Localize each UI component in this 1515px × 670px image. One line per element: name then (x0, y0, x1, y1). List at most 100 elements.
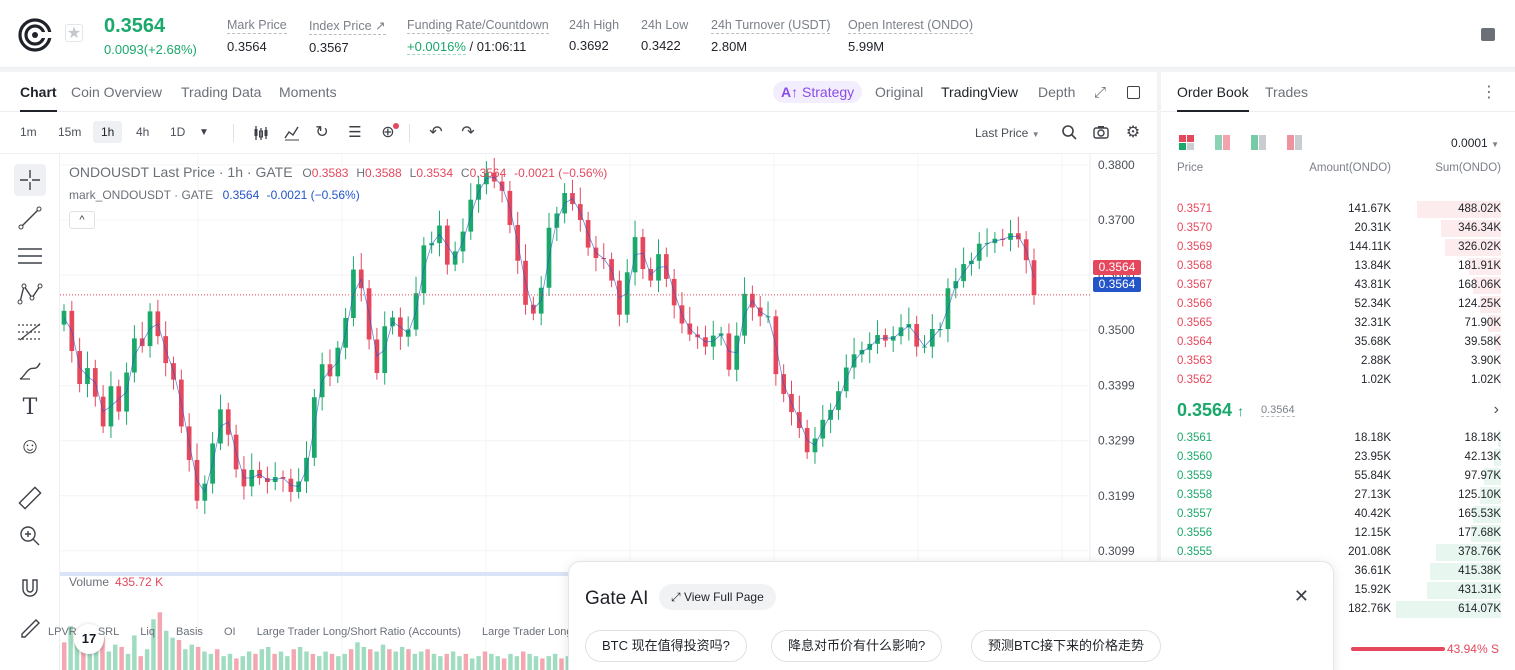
ask-depth-bar (1469, 258, 1501, 275)
ai-suggested-question[interactable]: BTC 现在值得投资吗? (585, 630, 747, 662)
bid-depth-bar (1430, 563, 1501, 580)
ask-row[interactable]: 0.3562 1.02K 1.02K (1161, 371, 1515, 390)
indicators-icon[interactable] (283, 124, 301, 142)
mark-price-tag: 0.3564 (1093, 277, 1141, 292)
favorite-star-icon[interactable]: ★ (65, 24, 83, 42)
turnover-24h-label[interactable]: 24h Turnover (USDT) (711, 18, 831, 34)
gate-logo-icon[interactable] (18, 18, 52, 52)
expand-icon[interactable]: ⤢ (1094, 84, 1107, 101)
strategy-button[interactable]: A↑ Strategy (773, 81, 863, 103)
refresh-icon[interactable]: ↻ (315, 124, 329, 141)
camera-icon[interactable] (1092, 124, 1110, 142)
price-type-select[interactable]: Last Price ▼ (975, 126, 1040, 140)
index-price-label[interactable]: Index Price ↗ (309, 18, 386, 35)
settings-gear-icon[interactable]: ⚙ (1125, 124, 1141, 141)
close-icon[interactable]: ✕ (1293, 586, 1309, 606)
tab-chart[interactable]: Chart (20, 84, 57, 112)
indicator-liq[interactable]: Liq (140, 626, 155, 638)
alert-add-icon[interactable]: ⊕ (379, 123, 399, 142)
tab-trading-data[interactable]: Trading Data (181, 84, 262, 100)
bid-row[interactable]: 0.3556 12.15K 177.68K (1161, 524, 1515, 543)
timeframe-4h[interactable]: 4h (136, 125, 150, 139)
volume-bar (361, 646, 367, 670)
timeframe-1m[interactable]: 1m (20, 125, 37, 139)
ask-row[interactable]: 0.3568 13.84K 181.91K (1161, 257, 1515, 276)
bid-row[interactable]: 0.3558 27.13K 125.10K (1161, 486, 1515, 505)
view-tradingview[interactable]: TradingView (941, 84, 1019, 100)
zoom-in-tool-icon[interactable] (14, 520, 46, 552)
ask-row[interactable]: 0.3570 20.31K 346.34K (1161, 219, 1515, 238)
magnet-tool-icon[interactable] (14, 572, 46, 604)
ask-row[interactable]: 0.3569 144.11K 326.02K (1161, 238, 1515, 257)
trend-line-tool-icon[interactable] (14, 202, 46, 234)
volume-bar (310, 653, 316, 670)
bid-row[interactable]: 0.3560 23.95K 42.13K (1161, 448, 1515, 467)
ask-row[interactable]: 0.3564 35.68K 39.58K (1161, 333, 1515, 352)
text-tool-icon[interactable]: T (22, 395, 38, 420)
brush-tool-icon[interactable] (14, 354, 46, 386)
mid-mark-price[interactable]: 0.3564 (1261, 404, 1295, 417)
more-options-icon[interactable]: ⋮ (1481, 84, 1497, 101)
tab-moments[interactable]: Moments (279, 84, 337, 100)
bid-row[interactable]: 0.3559 55.84K 97.97K (1161, 467, 1515, 486)
crosshair-tool-icon[interactable] (14, 164, 46, 196)
indicator-srl[interactable]: SRL (97, 626, 120, 638)
guide-book-icon[interactable] (1481, 28, 1495, 41)
volume-value: 435.72 K (115, 575, 164, 589)
high-24h-label: 24h High (569, 18, 620, 32)
fibonacci-tool-icon[interactable] (14, 316, 46, 348)
tab-trades[interactable]: Trades (1265, 84, 1309, 100)
ai-suggested-question[interactable]: 预测BTC接下来的价格走势 (971, 630, 1162, 662)
view-full-page-button[interactable]: ⤢ View Full Page (659, 584, 776, 610)
timeframe-15m[interactable]: 15m (58, 125, 82, 139)
open-interest-label[interactable]: Open Interest (ONDO) (848, 18, 974, 34)
collapse-legend-button[interactable]: ^ (69, 211, 95, 229)
mark-price-label[interactable]: Mark Price (227, 18, 287, 34)
indicator-large-trader-accounts[interactable]: Large Trader Long/Short Ratio (Accounts) (256, 626, 461, 638)
indicator-lpvr[interactable]: LPVR (48, 626, 77, 638)
window-icon[interactable] (1127, 86, 1140, 99)
precision-select[interactable]: 0.0001 ▼ (1451, 136, 1499, 150)
indicator-oi[interactable]: OI (224, 626, 236, 638)
bid-row[interactable]: 0.3561 18.18K 18.18K (1161, 429, 1515, 448)
indicator-large-trader-positions[interactable]: Large Trader Long/Sh (481, 626, 590, 638)
ask-price: 0.3568 (1177, 260, 1213, 272)
ask-row[interactable]: 0.3571 141.67K 488.02K (1161, 200, 1515, 219)
ask-row[interactable]: 0.3563 2.88K 3.90K (1161, 352, 1515, 371)
view-original[interactable]: Original (875, 84, 924, 100)
ask-row[interactable]: 0.3565 32.31K 71.90K (1161, 314, 1515, 333)
templates-icon[interactable]: ☰ (348, 124, 362, 141)
funding-rate-label[interactable]: Funding Rate/Countdown (407, 18, 549, 34)
tradingview-logo-icon[interactable]: 17 (74, 624, 104, 654)
both-sides-view-icon[interactable] (1179, 135, 1195, 151)
timeframe-dropdown-icon[interactable]: ▼ (199, 127, 209, 138)
funding-rate-pct[interactable]: +0.0016% (407, 39, 466, 55)
timeframe-1h[interactable]: 1h (93, 121, 123, 143)
tab-order-book[interactable]: Order Book (1177, 84, 1249, 112)
view-depth[interactable]: Depth (1038, 84, 1076, 100)
indicator-basis[interactable]: Basis (176, 626, 203, 638)
ruler-tool-icon[interactable] (14, 482, 46, 514)
timeframe-1d[interactable]: 1D (170, 125, 186, 139)
buy-side-view-icon[interactable] (1215, 135, 1231, 151)
sell-side-view-icon[interactable] (1251, 135, 1267, 151)
volume-bar (482, 651, 488, 670)
emoji-tool-icon[interactable]: ☺ (18, 433, 42, 458)
lock-drawing-tool-icon[interactable] (14, 610, 46, 642)
search-icon[interactable] (1060, 124, 1078, 142)
redo-icon[interactable]: ↷ (461, 124, 475, 141)
tab-coin-overview[interactable]: Coin Overview (71, 84, 163, 100)
ask-row[interactable]: 0.3566 52.34K 124.25K (1161, 295, 1515, 314)
ai-suggested-question[interactable]: 降息对币价有什么影响? (771, 630, 943, 662)
ask-amount: 1.02K (1360, 374, 1391, 386)
bid-row[interactable]: 0.3557 40.42K 165.53K (1161, 505, 1515, 524)
undo-icon[interactable]: ↶ (429, 124, 443, 141)
ask-row[interactable]: 0.3567 43.81K 168.06K (1161, 276, 1515, 295)
pattern-tool-icon[interactable] (14, 278, 46, 310)
candle-type-icon[interactable] (252, 124, 270, 142)
chevron-right-icon[interactable]: › (1493, 401, 1499, 418)
horizontal-lines-tool-icon[interactable] (14, 240, 46, 272)
depth-view-icon[interactable] (1287, 135, 1303, 151)
bid-row[interactable]: 0.3555 201.08K 378.76K (1161, 543, 1515, 562)
price-type-label: Last Price (975, 126, 1029, 140)
